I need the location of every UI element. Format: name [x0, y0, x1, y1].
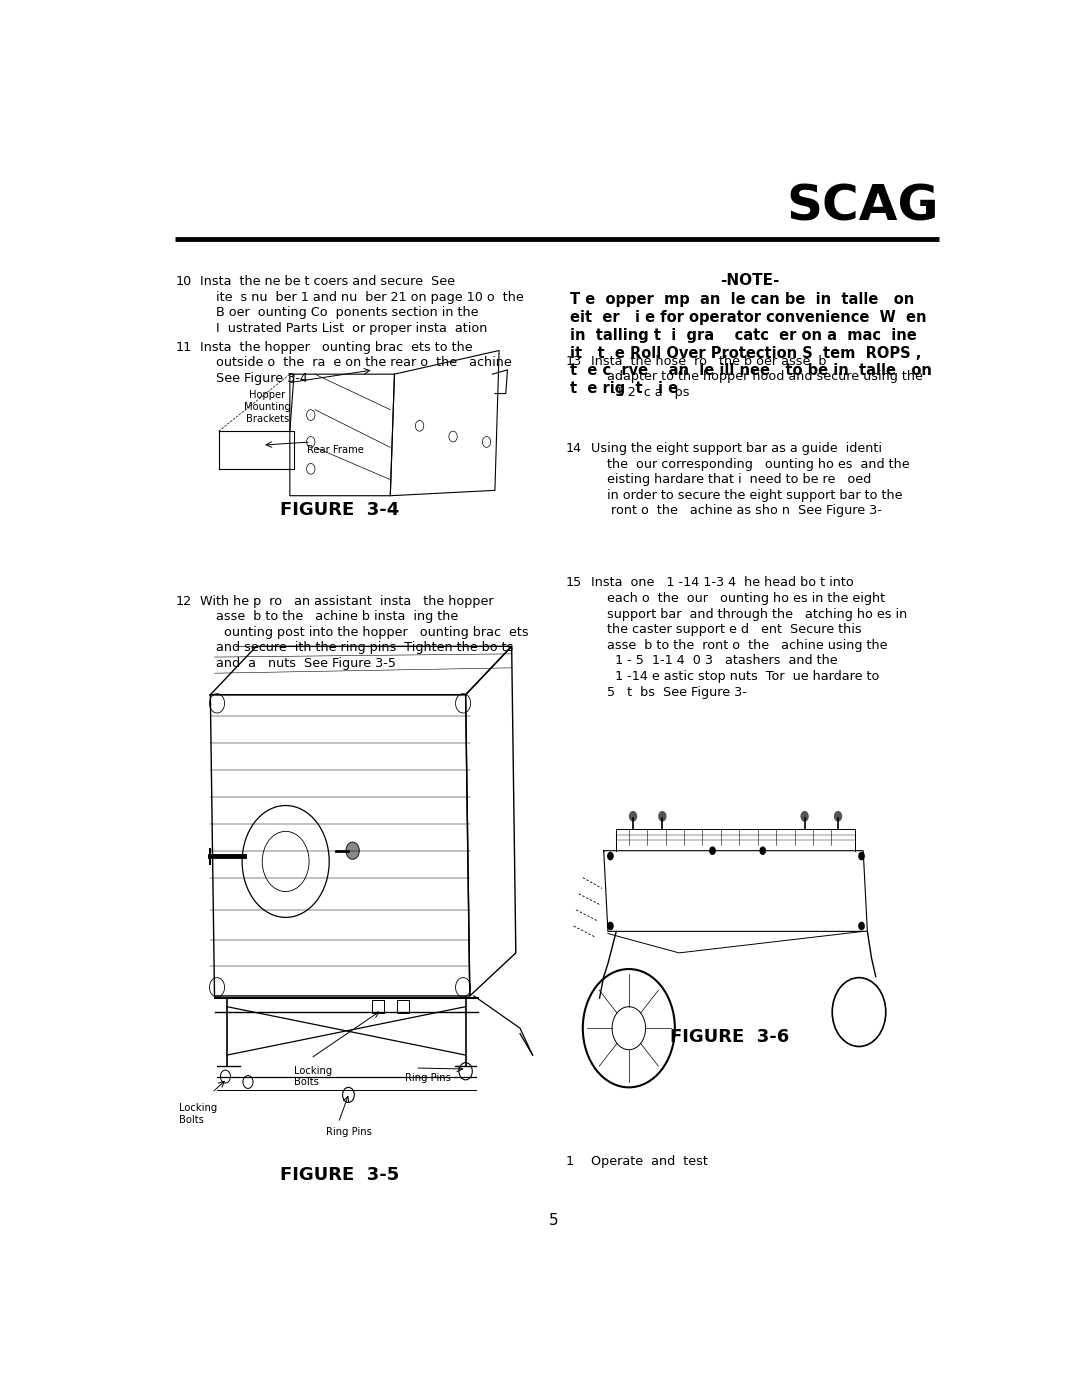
Text: -1 2  c a   ps: -1 2 c a ps [591, 386, 690, 400]
Text: FIGURE  3-4: FIGURE 3-4 [281, 502, 400, 520]
Text: adapter to the hopper hood and secure using the: adapter to the hopper hood and secure us… [591, 370, 923, 383]
Circle shape [834, 810, 842, 821]
Text: asse  b to the   achine b insta  ing the: asse b to the achine b insta ing the [200, 610, 459, 623]
Text: it   t  e Roll Over Protection S  tem  ROPS ,: it t e Roll Over Protection S tem ROPS , [570, 345, 921, 360]
Text: Insta  the ne be t coers and secure  See: Insta the ne be t coers and secure See [200, 275, 456, 288]
Circle shape [759, 847, 766, 855]
Circle shape [859, 852, 865, 861]
Text: 1 -14 e astic stop nuts  Tor  ue hardare to: 1 -14 e astic stop nuts Tor ue hardare t… [591, 671, 879, 683]
Text: 13: 13 [566, 355, 582, 367]
Text: t  e c  rve    an  le ill nee   to be in  talle   on: t e c rve an le ill nee to be in talle o… [570, 363, 932, 379]
Text: Ring Pins: Ring Pins [405, 1073, 450, 1083]
Text: SCAG: SCAG [786, 182, 939, 231]
Text: in order to secure the eight support bar to the: in order to secure the eight support bar… [591, 489, 903, 502]
Text: 11: 11 [175, 341, 191, 353]
Text: Using the eight support bar as a guide  identi: Using the eight support bar as a guide i… [591, 441, 882, 455]
Text: Locking
Bolts: Locking Bolts [179, 1104, 217, 1125]
Text: ite  s nu  ber 1 and nu  ber 21 on page 10 o  the: ite s nu ber 1 and nu ber 21 on page 10 … [200, 291, 524, 303]
Text: 1 - 5  1-1 4  0 3   atashers  and the: 1 - 5 1-1 4 0 3 atashers and the [591, 654, 838, 668]
Text: 15: 15 [566, 577, 582, 590]
Text: B oer  ounting Co  ponents section in the: B oer ounting Co ponents section in the [200, 306, 478, 320]
Text: I  ustrated Parts List  or proper insta  ation: I ustrated Parts List or proper insta at… [200, 321, 488, 335]
Text: eit  er   i e for operator convenience  W  en: eit er i e for operator convenience W en [570, 310, 927, 326]
Text: ront o  the   achine as sho n  See Figure 3-: ront o the achine as sho n See Figure 3- [591, 504, 882, 517]
Text: t  e rig  t   i e: t e rig t i e [570, 381, 678, 397]
Bar [372, 1000, 383, 1013]
Text: and secure  ith the ring pins  Tighten the bo ts: and secure ith the ring pins Tighten the… [200, 641, 514, 654]
Text: eisting hardare that i  need to be re   oed: eisting hardare that i need to be re oed [591, 474, 872, 486]
Text: Locking
Bolts: Locking Bolts [294, 1066, 333, 1087]
Text: 5   t  bs  See Figure 3-: 5 t bs See Figure 3- [591, 686, 747, 698]
Text: 10: 10 [175, 275, 191, 288]
Bar [397, 1000, 408, 1013]
Text: in  talling t  i  gra    catc  er on a  mac  ine: in talling t i gra catc er on a mac ine [570, 328, 917, 342]
Text: Hopper
Mounting
Brackets: Hopper Mounting Brackets [244, 390, 291, 423]
Text: outside o  the  ra  e on the rear o  the   achine: outside o the ra e on the rear o the ach… [200, 356, 512, 369]
Text: 1: 1 [566, 1155, 575, 1168]
Text: T e  opper  mp  an  le can be  in  talle   on: T e opper mp an le can be in talle on [570, 292, 915, 307]
Text: -NOTE-: -NOTE- [720, 272, 780, 288]
Text: asse  b to the  ront o  the   achine using the: asse b to the ront o the achine using th… [591, 638, 888, 652]
Text: FIGURE  3-5: FIGURE 3-5 [281, 1166, 400, 1183]
Text: Insta  one   1 -14 1-3 4  he head bo t into: Insta one 1 -14 1-3 4 he head bo t into [591, 577, 854, 590]
Circle shape [607, 922, 613, 930]
Text: ounting post into the hopper   ounting brac  ets: ounting post into the hopper ounting bra… [200, 626, 529, 638]
Circle shape [658, 810, 666, 821]
Circle shape [859, 922, 865, 930]
Circle shape [607, 852, 613, 861]
Text: 5: 5 [549, 1213, 558, 1228]
Text: support bar  and through the   atching ho es in: support bar and through the atching ho e… [591, 608, 907, 620]
Text: and  a   nuts  See Figure 3-5: and a nuts See Figure 3-5 [200, 657, 396, 671]
Circle shape [346, 842, 360, 859]
Text: Rear Frame: Rear Frame [307, 446, 364, 455]
Text: Ring Pins: Ring Pins [326, 1127, 372, 1137]
Circle shape [800, 810, 809, 821]
Text: 12: 12 [175, 595, 191, 608]
Text: Insta  the hopper   ounting brac  ets to the: Insta the hopper ounting brac ets to the [200, 341, 473, 353]
Text: FIGURE  3-6: FIGURE 3-6 [670, 1028, 788, 1046]
Text: Insta  the hose  ro   the b oer asse  b: Insta the hose ro the b oer asse b [591, 355, 826, 367]
Text: 14: 14 [566, 441, 582, 455]
Text: the caster support e d   ent  Secure this: the caster support e d ent Secure this [591, 623, 862, 636]
Text: See Figure 3-4: See Figure 3-4 [200, 372, 308, 386]
Text: the  our corresponding   ounting ho es  and the: the our corresponding ounting ho es and … [591, 458, 909, 471]
Text: With he p  ro   an assistant  insta   the hopper: With he p ro an assistant insta the hopp… [200, 595, 494, 608]
Circle shape [710, 847, 716, 855]
Text: Operate  and  test: Operate and test [591, 1155, 708, 1168]
Text: each o  the  our   ounting ho es in the eight: each o the our ounting ho es in the eigh… [591, 592, 886, 605]
Circle shape [629, 810, 637, 821]
